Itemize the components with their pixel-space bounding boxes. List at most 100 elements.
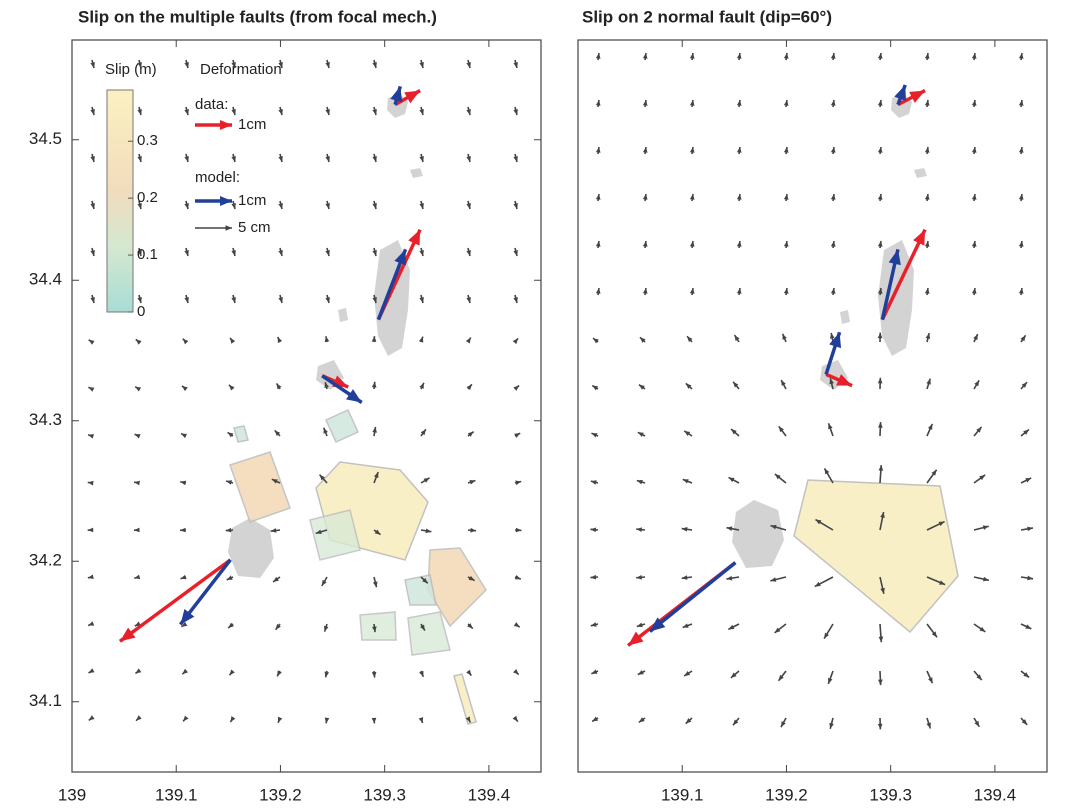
field-arrow	[686, 718, 692, 724]
field-arrow	[325, 717, 330, 723]
field-arrow-head	[467, 623, 473, 629]
field-arrow	[683, 623, 692, 627]
field-arrow	[728, 624, 739, 629]
field-arrow	[419, 60, 424, 68]
legend-field-arrow-head	[226, 225, 232, 230]
field-arrow	[419, 383, 423, 389]
field-arrow	[926, 379, 930, 389]
field-arrow	[278, 337, 282, 343]
field-arrow	[690, 288, 695, 295]
field-arrow	[372, 107, 377, 115]
field-arrow	[1021, 478, 1031, 483]
field-arrow-head	[181, 575, 187, 579]
field-arrow	[135, 668, 141, 673]
field-arrow	[228, 623, 234, 628]
x-tick-label: 139.3	[363, 785, 406, 804]
x-tick-label: 139.1	[661, 785, 704, 804]
field-arrow	[972, 53, 977, 60]
field-arrow	[831, 194, 836, 201]
field-arrow	[775, 624, 786, 633]
field-arrow	[513, 60, 518, 68]
field-arrow	[468, 480, 475, 484]
field-arrow-head	[135, 668, 141, 673]
field-arrow	[829, 718, 834, 729]
field-arrow	[974, 624, 985, 632]
field-arrow	[731, 671, 739, 678]
field-arrow-head	[593, 338, 599, 343]
field-arrow	[878, 422, 883, 436]
model-arrow-head	[346, 389, 362, 402]
field-arrow-head	[229, 385, 235, 391]
field-arrow	[275, 430, 281, 436]
field-arrow	[972, 100, 977, 107]
field-arrow-head	[89, 715, 95, 720]
field-arrow	[513, 154, 518, 162]
field-arrow	[1019, 241, 1024, 248]
field-arrow	[325, 671, 330, 677]
x-tick-label: 139.3	[869, 785, 912, 804]
field-arrow	[419, 337, 423, 343]
field-arrow	[324, 428, 328, 436]
field-arrow-head	[683, 623, 689, 627]
field-arrow	[592, 717, 598, 722]
field-arrow	[690, 100, 695, 107]
field-arrow-head	[136, 715, 142, 720]
field-arrow	[421, 528, 431, 533]
field-arrow	[513, 669, 519, 675]
field-arrow	[136, 339, 142, 344]
field-arrow-head	[226, 480, 232, 484]
field-arrow-head	[828, 678, 832, 684]
field-arrow-head	[516, 528, 522, 533]
field-arrow-head	[878, 422, 883, 428]
field-arrow-head	[372, 336, 377, 342]
legend-label: data:	[195, 96, 228, 113]
field-arrow	[781, 380, 786, 389]
field-arrow	[779, 671, 786, 681]
field-arrow	[972, 147, 977, 154]
field-arrow	[733, 718, 739, 725]
field-arrow	[513, 248, 518, 256]
field-arrow	[878, 378, 883, 389]
field-arrow	[322, 577, 327, 586]
field-arrow-head	[513, 386, 519, 391]
field-arrow	[1021, 527, 1033, 532]
field-arrow	[596, 241, 601, 248]
field-arrow	[276, 624, 281, 630]
field-arrow	[643, 288, 648, 295]
field-arrow	[591, 480, 598, 485]
field-arrow-head	[89, 668, 95, 673]
field-arrow	[89, 340, 95, 345]
field-arrow	[229, 669, 234, 675]
field-arrow	[372, 201, 377, 209]
field-arrow	[419, 671, 423, 677]
field-arrow	[781, 718, 786, 727]
x-tick-label: 139.4	[974, 785, 1017, 804]
field-arrow	[590, 527, 598, 532]
y-tick-label: 34.2	[29, 551, 62, 570]
field-arrow	[226, 480, 233, 484]
field-arrow	[134, 481, 140, 486]
field-arrow	[466, 201, 471, 209]
field-arrow	[783, 334, 787, 342]
field-arrow-head	[469, 480, 475, 484]
field-arrow	[466, 154, 471, 162]
field-arrow	[273, 577, 280, 582]
field-arrow	[636, 527, 645, 532]
field-arrow	[325, 295, 330, 303]
field-arrow-head	[926, 379, 930, 385]
colorbar-tick-label: 0.1	[137, 246, 158, 263]
field-arrow	[784, 241, 789, 248]
field-arrow	[925, 194, 930, 201]
field-arrow	[972, 288, 977, 295]
field-arrow-head	[419, 717, 423, 723]
field-arrow-head	[590, 575, 596, 580]
field-arrow	[784, 288, 789, 295]
field-arrow	[684, 431, 692, 436]
field-arrow	[89, 715, 95, 720]
x-tick-label: 139.2	[765, 785, 808, 804]
axes-frames	[72, 40, 1047, 772]
field-arrow	[228, 432, 234, 437]
field-arrow	[737, 288, 742, 295]
field-arrow	[831, 53, 836, 60]
